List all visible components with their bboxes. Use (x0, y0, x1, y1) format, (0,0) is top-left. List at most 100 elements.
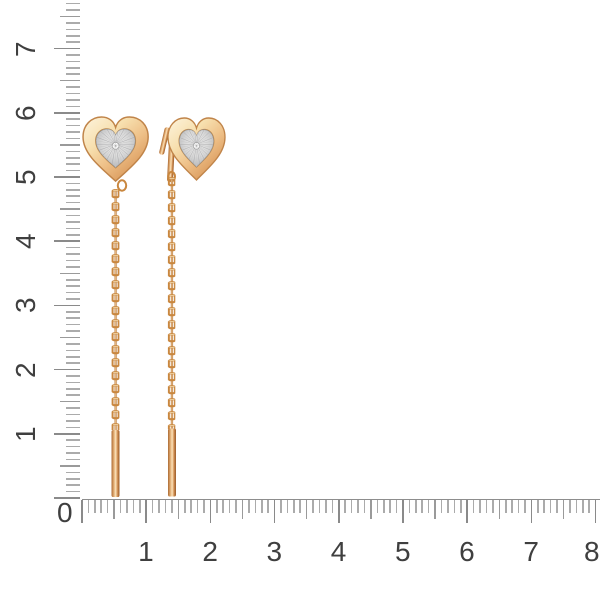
v-tick-minor (66, 67, 80, 69)
h-tick-minor (106, 500, 109, 513)
left-chain (111, 189, 120, 430)
h-tick-half (370, 500, 372, 519)
h-ruler-label-1: 1 (138, 536, 155, 567)
h-tick-minor (492, 500, 494, 513)
h-tick-half (305, 500, 308, 519)
h-tick-minor (158, 500, 160, 513)
v-tick-minor (66, 349, 80, 352)
h-tick-minor (581, 500, 584, 513)
v-tick-minor (66, 407, 80, 409)
v-tick-major (54, 497, 80, 499)
v-tick-minor (66, 189, 80, 191)
h-tick-minor (312, 500, 314, 513)
h-tick-minor (524, 500, 526, 513)
v-tick-half (60, 79, 80, 82)
h-tick-major (209, 500, 212, 523)
h-ruler-label-6: 6 (459, 536, 476, 567)
v-tick-minor (66, 22, 80, 24)
v-tick-minor (66, 490, 80, 493)
h-tick-minor (325, 500, 327, 513)
v-tick-half (60, 465, 80, 467)
left-chain-loop (116, 179, 128, 192)
v-tick-minor (66, 124, 80, 127)
v-tick-minor (66, 355, 80, 358)
h-tick-minor (126, 500, 128, 513)
right-bar-drop (168, 428, 176, 497)
h-tick-half (498, 500, 501, 519)
v-tick-minor (66, 298, 80, 300)
h-tick-minor (183, 500, 186, 513)
v-tick-major (54, 176, 80, 178)
h-tick-minor (472, 500, 475, 513)
v-tick-minor (66, 246, 80, 249)
left-bar-drop (111, 430, 120, 497)
v-tick-minor (66, 381, 80, 384)
h-tick-half (562, 500, 565, 519)
h-tick-minor (447, 500, 449, 513)
h-tick-minor (235, 500, 237, 513)
h-tick-major (273, 500, 276, 523)
h-tick-half (113, 500, 115, 519)
h-tick-minor (575, 500, 578, 513)
h-tick-minor (132, 500, 135, 513)
horizontal-ruler-edge (82, 498, 600, 501)
h-tick-minor (100, 500, 103, 513)
h-tick-major (530, 500, 533, 523)
v-tick-minor (66, 92, 80, 95)
h-tick-half (177, 500, 180, 519)
v-tick-minor (66, 439, 80, 441)
h-tick-minor (357, 500, 359, 513)
v-tick-half (60, 144, 80, 146)
h-tick-minor (267, 500, 269, 513)
v-tick-minor (66, 458, 80, 461)
h-tick-minor (94, 500, 96, 513)
h-ruler-label-7: 7 (523, 536, 540, 567)
h-tick-major (594, 500, 597, 523)
h-ruler-label-5: 5 (394, 536, 412, 567)
h-tick-minor (376, 500, 379, 513)
v-tick-minor (66, 317, 80, 320)
v-tick-minor (66, 413, 80, 416)
h-tick-minor (408, 500, 411, 513)
v-tick-minor (66, 426, 80, 429)
h-ruler-label-3: 3 (266, 536, 283, 567)
v-tick-minor (66, 266, 80, 268)
right-earring (159, 117, 226, 497)
h-tick-minor (196, 500, 199, 513)
h-tick-major (402, 500, 404, 523)
h-tick-minor (286, 500, 289, 513)
v-tick-minor (66, 214, 80, 217)
h-tick-minor (569, 500, 571, 513)
h-tick-minor (517, 500, 520, 513)
v-tick-minor (66, 201, 80, 204)
v-tick-minor (66, 484, 80, 486)
v-tick-minor (66, 311, 80, 313)
h-tick-minor (138, 500, 141, 513)
v-tick-minor (66, 195, 80, 198)
v-tick-minor (66, 60, 80, 63)
h-tick-minor (203, 500, 205, 513)
left-heart (82, 116, 149, 182)
v-tick-major (54, 304, 80, 307)
h-tick-minor (588, 500, 590, 513)
v-tick-minor (66, 394, 80, 397)
h-ruler-label-4: 4 (330, 536, 347, 567)
h-tick-minor (504, 500, 507, 513)
right-heart (167, 117, 226, 181)
v-tick-minor (66, 375, 80, 377)
v-tick-minor (66, 388, 80, 390)
v-tick-minor (66, 452, 80, 454)
h-tick-half (434, 500, 436, 519)
v-tick-half (60, 336, 80, 339)
v-tick-minor (66, 278, 80, 281)
h-tick-minor (228, 500, 231, 513)
v-tick-minor (66, 259, 80, 262)
v-tick-minor (66, 169, 80, 172)
h-tick-minor (171, 500, 173, 513)
v-tick-minor (66, 221, 80, 223)
v-tick-minor (66, 41, 80, 43)
v-tick-minor (66, 227, 80, 230)
v-tick-minor (66, 99, 80, 101)
